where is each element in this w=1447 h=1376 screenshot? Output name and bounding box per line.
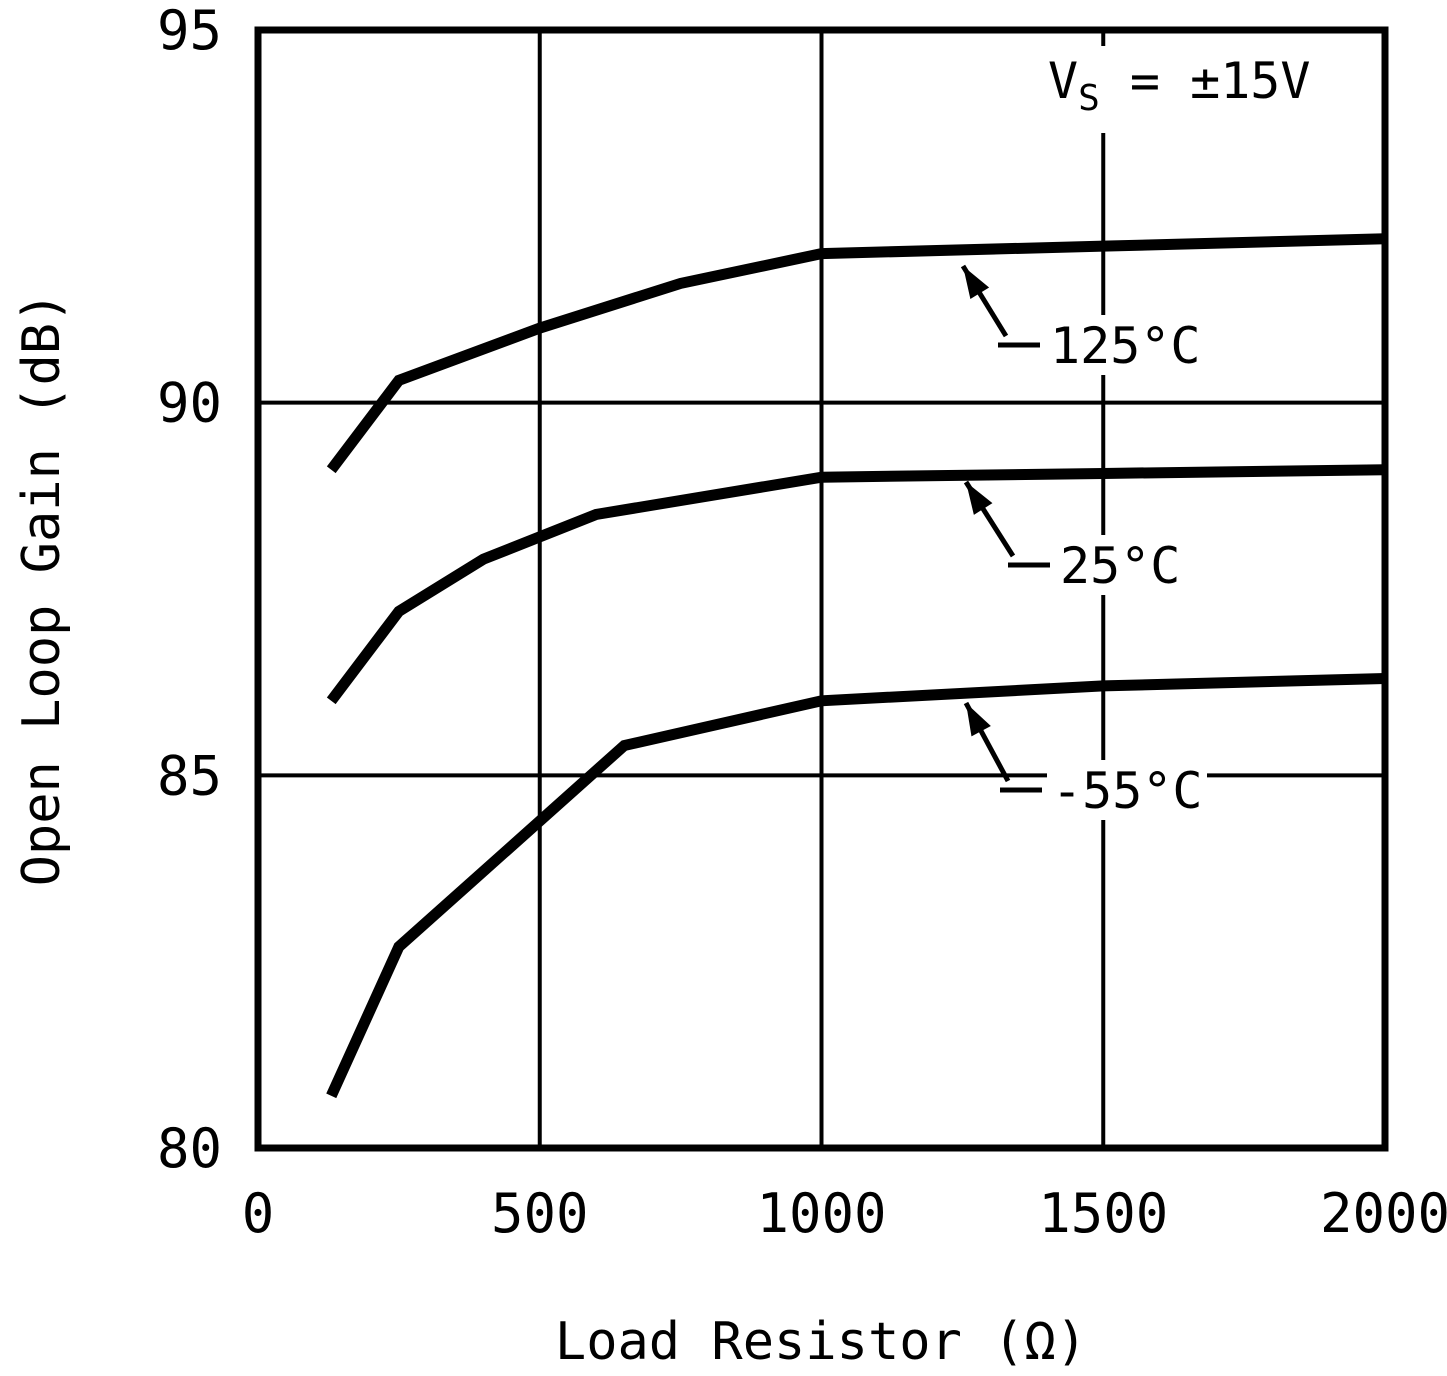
series-curve-2 (326, 672, 1386, 1099)
label-backing-0 (1045, 315, 1205, 375)
annotation-prefix: V (1048, 52, 1079, 110)
label-arrowhead-icon-1 (966, 482, 993, 515)
series-curve-0 (326, 233, 1386, 474)
x-tick-label-1500: 1500 (1038, 1182, 1168, 1245)
x-tick-label-1000: 1000 (756, 1182, 886, 1245)
label-arrowhead-icon-2 (966, 703, 991, 737)
y-tick-label-95: 95 (157, 0, 222, 62)
series-label-2: -55°C (1052, 762, 1203, 820)
label-backing-2 (1047, 760, 1207, 820)
annotation-suffix: = ±15V (1099, 52, 1311, 110)
x-axis-title: Load Resistor (Ω) (554, 1312, 1088, 1372)
y-tick-label-85: 85 (157, 744, 222, 807)
supply-voltage-annotation: VS = ±15V (1038, 46, 1321, 133)
series-label-0: 125°C (1050, 317, 1201, 375)
x-tick-label-500: 500 (491, 1182, 589, 1245)
x-tick-label-0: 0 (242, 1182, 275, 1245)
y-axis-title: Open Loop Gain (dB) (12, 291, 72, 887)
plot-border (254, 26, 1389, 1152)
label-backing-1 (1055, 535, 1185, 595)
series-curve-1 (326, 464, 1386, 705)
series-label-1: 25°C (1060, 537, 1180, 595)
label-arrowhead-icon-0 (963, 266, 990, 300)
annotation-subscript: S (1078, 78, 1100, 119)
y-tick-label-80: 80 (157, 1117, 222, 1180)
y-tick-label-90: 90 (157, 372, 222, 435)
x-tick-label-2000: 2000 (1320, 1182, 1447, 1245)
